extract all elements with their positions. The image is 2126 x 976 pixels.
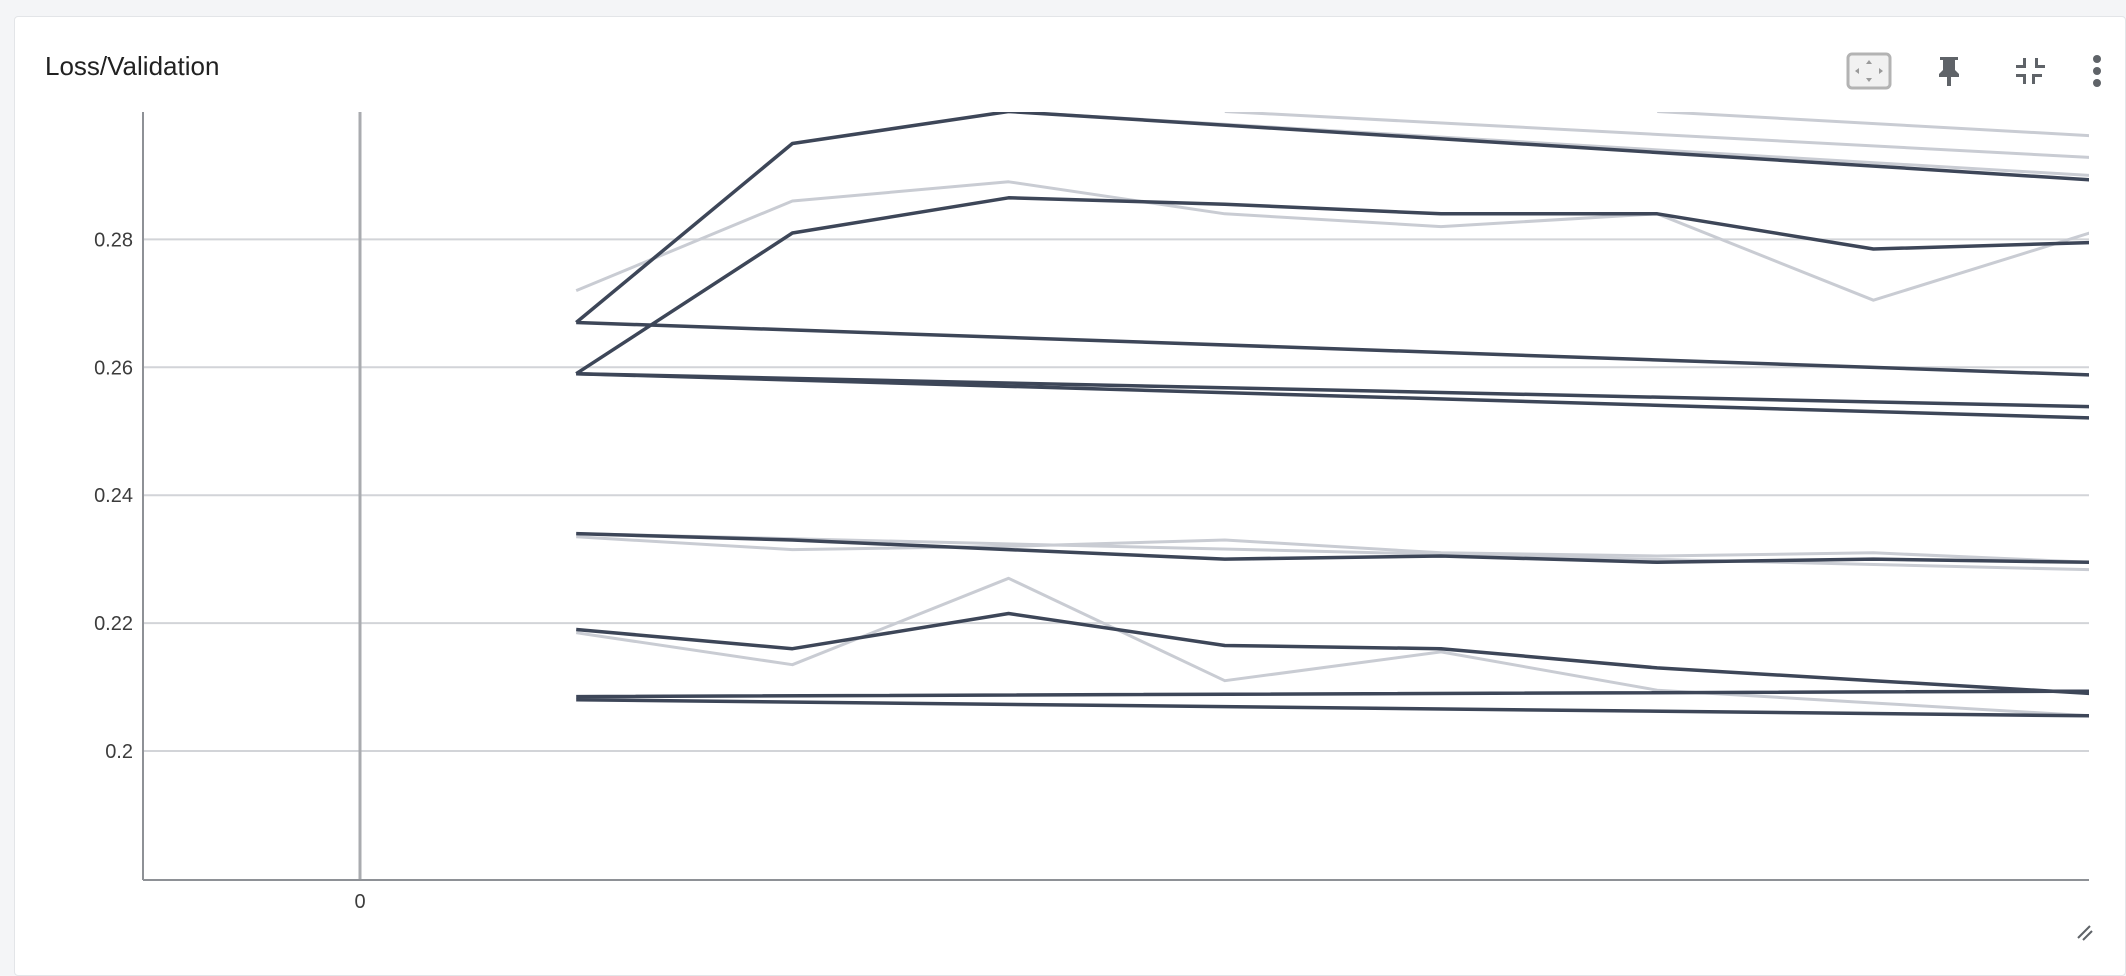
collapse-icon xyxy=(2012,54,2046,93)
series-3-raw-line[interactable] xyxy=(576,532,2126,787)
y-tick-label: 0.28 xyxy=(94,229,133,251)
card-title: Loss/Validation xyxy=(45,51,220,81)
resize-handle-icon[interactable] xyxy=(2077,925,2093,941)
series-group xyxy=(575,112,2126,888)
series-4-smoothed-line[interactable] xyxy=(576,611,2126,841)
y-tick-label: 0.24 xyxy=(94,485,133,507)
pin-icon xyxy=(1934,54,1964,93)
fit-to-data-button[interactable] xyxy=(1841,45,1897,101)
series-3-smoothed-line[interactable] xyxy=(576,531,2126,646)
more-options-button[interactable] xyxy=(2069,45,2125,101)
x-tick-label: 0 xyxy=(354,891,365,913)
y-tick-label: 0.2 xyxy=(105,741,133,763)
more-vert-icon xyxy=(2092,54,2102,93)
series-6-smoothed-line[interactable] xyxy=(576,614,2126,736)
series-5-smoothed-line[interactable] xyxy=(576,112,2126,604)
series-2-smoothed-line[interactable] xyxy=(575,196,2126,655)
series-4-raw-line[interactable] xyxy=(575,576,2126,888)
series-2-raw-line[interactable] xyxy=(575,180,2126,684)
fit-to-data-icon xyxy=(1846,52,1892,95)
pin-button[interactable] xyxy=(1921,45,1977,101)
series-1-raw-line[interactable] xyxy=(1008,112,2126,611)
series-1-smoothed-line[interactable] xyxy=(575,112,2126,630)
grid xyxy=(143,112,2089,880)
y-tick-label: 0.22 xyxy=(94,613,133,635)
y-tick-label: 0.26 xyxy=(94,357,133,379)
collapse-button[interactable] xyxy=(2001,45,2057,101)
